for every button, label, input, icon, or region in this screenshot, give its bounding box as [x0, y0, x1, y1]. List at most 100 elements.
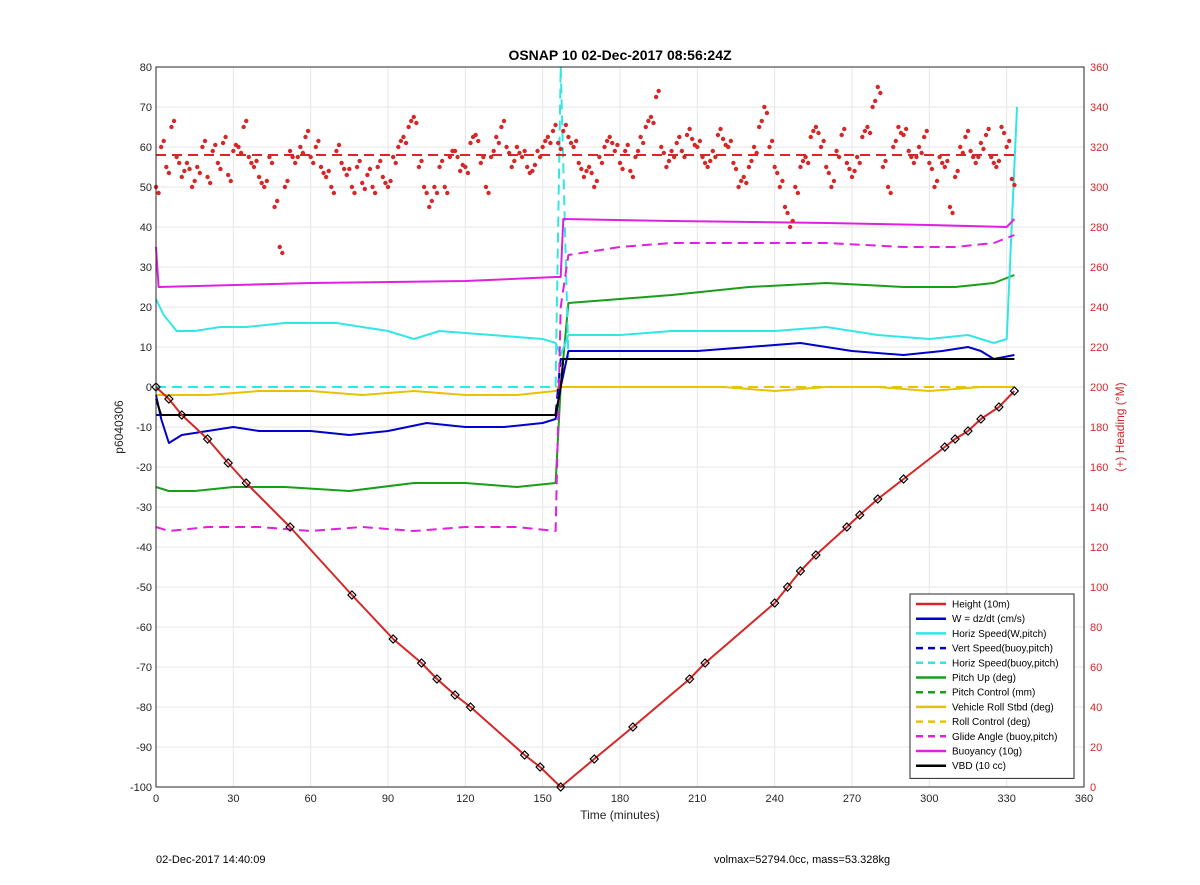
heading-point [519, 154, 525, 160]
legend-label: Horiz Speed(buoy,pitch) [952, 658, 1059, 669]
heading-point [728, 138, 734, 144]
y-tick-label: 80 [140, 62, 152, 74]
heading-point [256, 174, 262, 180]
x-ticks: 0 30 60 90 120 150 180 210 240 270 300 330 360 [153, 793, 1093, 805]
heading-point [329, 184, 334, 190]
heading-point [334, 148, 339, 154]
heading-point [452, 148, 458, 154]
heading-point [795, 190, 801, 196]
heading-point [238, 150, 244, 156]
heading-point [393, 160, 398, 166]
height-marker [1009, 386, 1020, 396]
height-marker [976, 414, 986, 424]
heading-point [865, 124, 870, 130]
heading-point [839, 132, 844, 138]
height-marker [854, 510, 865, 520]
heading-point [831, 178, 837, 184]
legend: Height (10m) W = dz/dt (cm/s) Horiz Speed(… [909, 593, 1075, 779]
height-marker [769, 598, 780, 608]
legend-label: Horiz Speed(W,pitch) [952, 629, 1046, 640]
heading-point [311, 160, 316, 166]
heading-point [929, 166, 935, 172]
heading-point [834, 148, 839, 154]
heading-point [682, 154, 687, 160]
legend-label: Height (10m) [952, 600, 1010, 611]
y2-tick-label: 200 [1090, 382, 1108, 394]
heading-point [635, 148, 641, 154]
heading-point [290, 154, 295, 160]
heading-point [919, 150, 924, 156]
heading-point [844, 160, 850, 166]
heading-point [321, 170, 326, 176]
heading-point [870, 104, 875, 110]
heading-point [710, 148, 715, 154]
series-line-9 [155, 234, 1015, 532]
heading-point [805, 160, 811, 166]
heading-point [934, 178, 940, 184]
heading-point [370, 184, 375, 190]
heading-point [927, 160, 932, 166]
heading-point [780, 178, 785, 184]
x-tick-label: 270 [843, 793, 861, 805]
heading-point [705, 164, 710, 170]
heading-point [316, 138, 321, 144]
heading-point [215, 160, 221, 166]
heading-point [708, 158, 713, 164]
heading-point [488, 154, 494, 160]
heading-point [824, 164, 829, 170]
heading-point [573, 138, 579, 144]
heading-point [457, 168, 463, 174]
heading-point [1004, 144, 1009, 150]
heading-point [187, 166, 192, 172]
heading-point [991, 160, 996, 166]
height-marker [176, 410, 187, 420]
heading-point [996, 158, 1002, 164]
heading-point [981, 146, 986, 152]
heading-point [504, 144, 509, 150]
heading-point [731, 160, 736, 166]
x-tick-label: 330 [997, 793, 1015, 805]
heading-point [164, 164, 169, 170]
heading-point [594, 178, 599, 184]
heading-point [646, 118, 651, 124]
heading-point [156, 190, 161, 196]
heading-point [875, 84, 880, 90]
height-marker [285, 522, 295, 532]
heading-point [906, 148, 911, 154]
heading-point [759, 118, 764, 124]
heading-point [903, 126, 909, 132]
heading-point [963, 134, 968, 140]
heading-point [999, 124, 1004, 130]
heading-point [568, 140, 574, 146]
heading-point [218, 166, 223, 172]
heading-point [318, 164, 324, 170]
y-tick-label: 60 [140, 142, 152, 154]
heading-point [772, 164, 777, 170]
heading-point [236, 144, 241, 150]
y-tick-label: -40 [136, 542, 152, 554]
heading-point [313, 144, 319, 150]
legend-label: Vehicle Roll Stbd (deg) [952, 702, 1054, 713]
heading-point [326, 168, 331, 174]
heading-point [499, 124, 504, 130]
y2-tick-label: 280 [1090, 222, 1108, 234]
height-marker [628, 722, 638, 732]
y-tick-label: 40 [140, 222, 152, 234]
heading-point [607, 134, 612, 140]
heading-point [976, 154, 981, 160]
x-tick-label: 60 [305, 793, 317, 805]
heading-point [932, 184, 937, 190]
y-tick-label: -100 [130, 782, 152, 794]
heading-point [677, 134, 682, 140]
heading-point [341, 166, 347, 172]
y2-tick-label: 100 [1090, 582, 1108, 594]
heading-point [282, 184, 288, 190]
heading-point [924, 128, 929, 134]
heading-point [860, 134, 865, 140]
heading-point [293, 160, 298, 166]
heading-point [800, 158, 806, 164]
heading-point [659, 144, 664, 150]
heading-point [697, 138, 703, 144]
heading-point [633, 154, 638, 160]
heading-point [878, 90, 883, 96]
